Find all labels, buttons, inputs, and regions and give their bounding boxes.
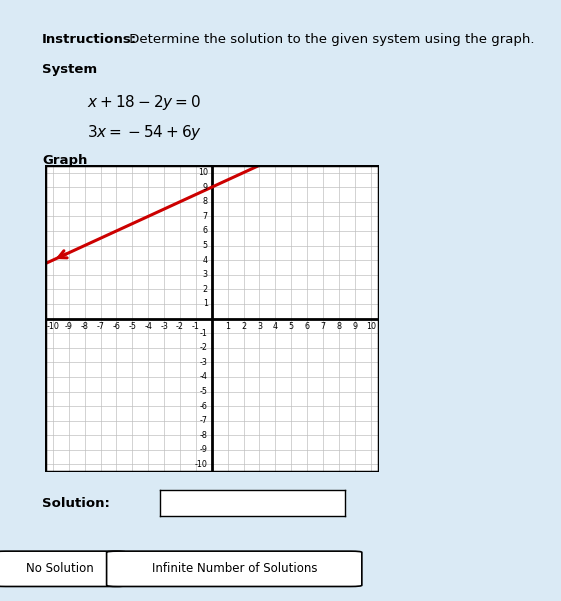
Text: 5: 5: [203, 241, 208, 250]
Text: -6: -6: [112, 322, 121, 331]
Text: Graph: Graph: [42, 154, 88, 168]
Text: -3: -3: [200, 358, 208, 367]
Text: 6: 6: [203, 227, 208, 236]
Text: -2: -2: [200, 343, 208, 352]
Text: 10: 10: [198, 168, 208, 177]
Text: -1: -1: [200, 329, 208, 338]
Text: 2: 2: [203, 285, 208, 294]
Text: 9: 9: [203, 183, 208, 192]
Text: 8: 8: [203, 197, 208, 206]
Text: 9: 9: [352, 322, 357, 331]
Text: -7: -7: [96, 322, 104, 331]
Text: 4: 4: [273, 322, 278, 331]
Text: -4: -4: [144, 322, 152, 331]
Text: 7: 7: [320, 322, 325, 331]
Text: Infinite Number of Solutions: Infinite Number of Solutions: [151, 562, 318, 575]
Text: -1: -1: [192, 322, 200, 331]
Text: -10: -10: [195, 460, 208, 469]
FancyBboxPatch shape: [0, 551, 126, 587]
Text: 2: 2: [241, 322, 246, 331]
Text: 3: 3: [257, 322, 262, 331]
Text: Solution:: Solution:: [42, 497, 110, 510]
Text: -10: -10: [47, 322, 59, 331]
Text: -3: -3: [160, 322, 168, 331]
Text: -5: -5: [128, 322, 136, 331]
Text: 5: 5: [289, 322, 294, 331]
Text: $x + 18 - 2y = 0$: $x + 18 - 2y = 0$: [87, 93, 201, 112]
Text: -8: -8: [200, 431, 208, 440]
Text: -9: -9: [65, 322, 73, 331]
Text: 6: 6: [305, 322, 310, 331]
Text: -5: -5: [200, 387, 208, 396]
Text: -6: -6: [200, 401, 208, 410]
Text: No Solution: No Solution: [26, 562, 94, 575]
Text: Determine the solution to the given system using the graph.: Determine the solution to the given syst…: [125, 33, 535, 46]
Text: -4: -4: [200, 373, 208, 382]
Text: 1: 1: [203, 299, 208, 308]
Text: Instructions:: Instructions:: [42, 33, 137, 46]
Text: 4: 4: [203, 255, 208, 264]
Text: -7: -7: [200, 416, 208, 425]
Text: 1: 1: [225, 322, 230, 331]
Text: 7: 7: [203, 212, 208, 221]
Text: -8: -8: [81, 322, 89, 331]
Text: -2: -2: [176, 322, 184, 331]
Text: 8: 8: [337, 322, 342, 331]
Text: -9: -9: [200, 445, 208, 454]
Text: 3: 3: [203, 270, 208, 279]
Text: System: System: [42, 63, 97, 76]
Text: $3x = -54 + 6y$: $3x = -54 + 6y$: [87, 123, 202, 142]
FancyBboxPatch shape: [107, 551, 362, 587]
Text: 10: 10: [366, 322, 376, 331]
